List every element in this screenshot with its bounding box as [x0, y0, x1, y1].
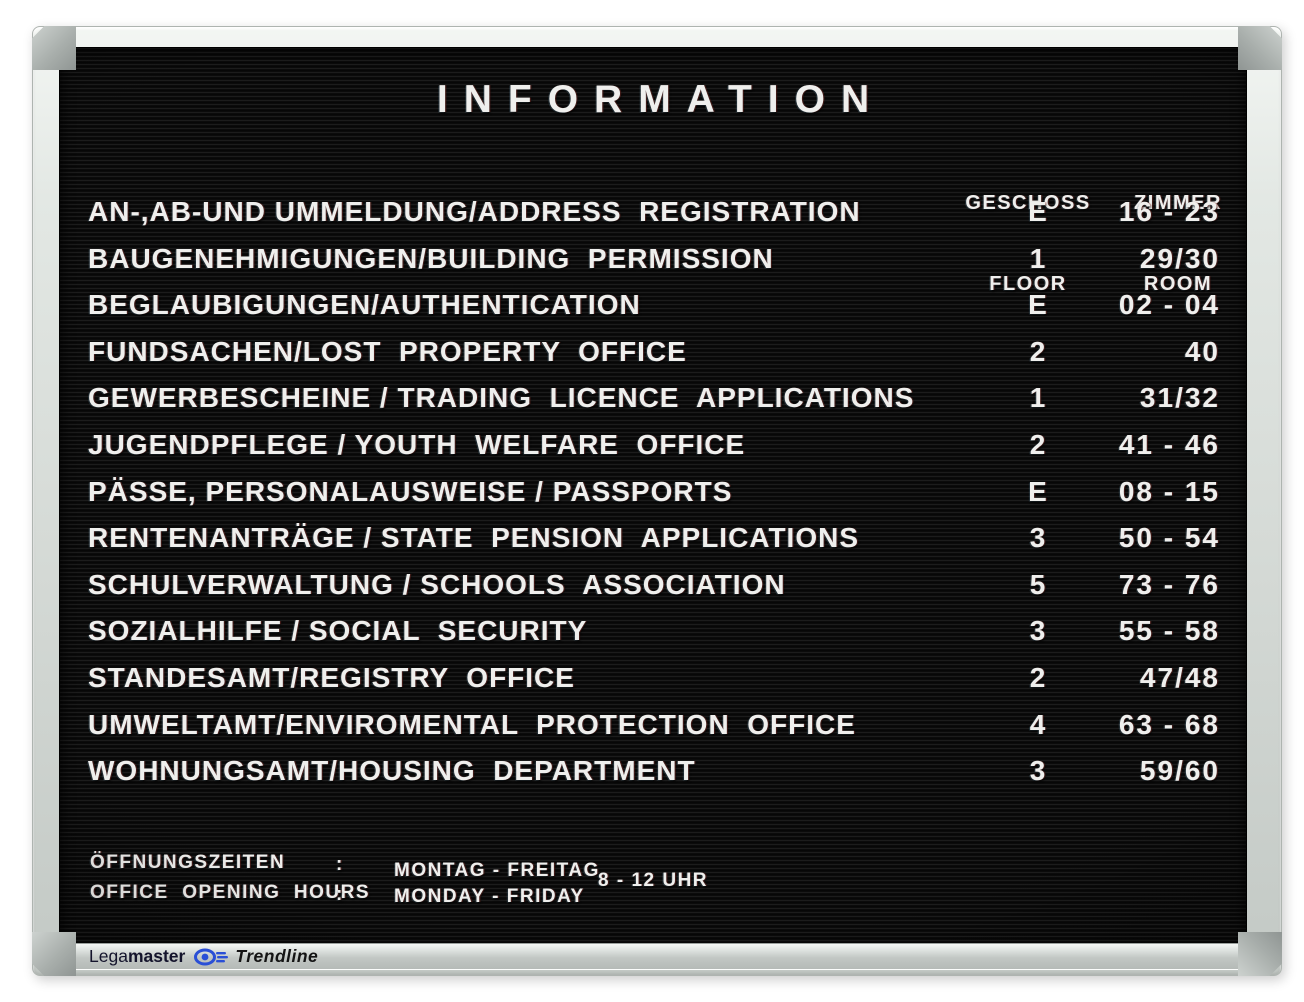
- column-header-room-en: ROOM: [1143, 273, 1213, 295]
- row-floor: 5: [1029, 568, 1047, 600]
- row-floor: 3: [1029, 522, 1047, 554]
- row-floor: 3: [1029, 755, 1047, 787]
- brand-master: master: [127, 945, 186, 966]
- opening-hours-days-en: MONDAY - FRIDAY: [394, 886, 585, 907]
- directory-row: FUNDSACHEN/LOST PROPERTY OFFICE 2 40: [88, 336, 1220, 383]
- opening-hours-time: 8 - 12 UHR: [598, 870, 709, 891]
- column-header-room-de: ZIMMER: [1134, 192, 1222, 214]
- column-header-room: ZIMMER ROOM: [1078, 136, 1278, 352]
- row-name: WOHNUNGSAMT/HOUSING DEPARTMENT: [88, 755, 696, 787]
- directory-row: STANDESAMT/REGISTRY OFFICE 2 47/48: [88, 662, 1220, 709]
- row-name: SCHULVERWALTUNG / SCHOOLS ASSOCIATION: [88, 568, 786, 600]
- directory-row: BAUGENEHMIGUNGEN/BUILDING PERMISSION 1 2…: [88, 243, 1220, 290]
- row-name: JUGENDPFLEGE / YOUTH WELFARE OFFICE: [88, 428, 746, 460]
- row-floor: 4: [1029, 708, 1047, 740]
- directory-row: BEGLAUBIGUNGEN/AUTHENTICATION E 02 - 04: [88, 289, 1220, 336]
- column-header-floor-en: FLOOR: [989, 273, 1067, 295]
- directory-row: SCHULVERWALTUNG / SCHOOLS ASSOCIATION 5 …: [88, 569, 1220, 616]
- row-room: 31/32: [1139, 382, 1220, 414]
- opening-hours-days-de: MONTAG - FREITAG: [394, 860, 600, 881]
- directory-row: RENTENANTRÄGE / STATE PENSION APPLICATIO…: [88, 522, 1220, 569]
- row-floor: E: [1028, 196, 1048, 227]
- brand-rail: Lega master Trendline: [57, 943, 1257, 970]
- row-room: 08 - 15: [1118, 475, 1220, 507]
- directory-row: UMWELTAMT/ENVIROMENTAL PROTECTION OFFICE…: [88, 709, 1220, 756]
- row-room: 47/48: [1139, 661, 1220, 693]
- row-room: 63 - 68: [1118, 708, 1220, 740]
- frame-corner-top-right: [1238, 26, 1282, 70]
- directory-row: AN-,AB-UND UMMELDUNG/ADDRESS REGISTRATIO…: [88, 196, 1220, 243]
- legamaster-logo: Lega master Trendline: [57, 945, 319, 966]
- row-name: BAUGENEHMIGUNGEN/BUILDING PERMISSION: [88, 242, 774, 274]
- row-name: UMWELTAMT/ENVIROMENTAL PROTECTION OFFICE: [88, 708, 856, 740]
- row-room: 16 - 23: [1118, 196, 1220, 227]
- row-name: GEWERBESCHEINE / TRADING LICENCE APPLICA…: [88, 382, 915, 414]
- directory-row: PÄSSE, PERSONALAUSWEISE / PASSPORTS E 08…: [88, 476, 1220, 523]
- frame-corner-bottom-right: [1238, 932, 1282, 976]
- row-room: 02 - 04: [1118, 289, 1220, 321]
- opening-hours-colon: :: [336, 854, 344, 875]
- row-floor: 2: [1029, 428, 1047, 460]
- opening-hours-colon: :: [336, 884, 344, 905]
- aluminium-frame: INFORMATION GESCHOSS FLOOR ZIMMER ROOM A…: [32, 26, 1282, 976]
- legamaster-eye-icon: [194, 948, 229, 966]
- letter-board-surface: INFORMATION GESCHOSS FLOOR ZIMMER ROOM A…: [59, 47, 1247, 951]
- row-floor: E: [1028, 475, 1048, 507]
- row-floor: 3: [1029, 615, 1047, 647]
- directory-row: SOZIALHILFE / SOCIAL SECURITY 3 55 - 58: [88, 615, 1220, 662]
- row-name: STANDESAMT/REGISTRY OFFICE: [88, 661, 575, 693]
- row-room: 73 - 76: [1118, 568, 1220, 600]
- directory-rows: AN-,AB-UND UMMELDUNG/ADDRESS REGISTRATIO…: [88, 196, 1220, 802]
- frame-corner-top-left: [32, 26, 76, 70]
- board-title: INFORMATION: [436, 78, 886, 121]
- row-room: 55 - 58: [1118, 615, 1220, 647]
- brand-lega: Lega: [89, 945, 128, 966]
- row-name: FUNDSACHEN/LOST PROPERTY OFFICE: [88, 335, 687, 367]
- row-floor: E: [1028, 289, 1048, 321]
- opening-hours-label-en: OFFICE OPENING HOURS: [90, 882, 371, 903]
- frame-corner-bottom-left: [32, 932, 76, 976]
- brand-trendline: Trendline: [235, 945, 319, 966]
- row-room: 59/60: [1139, 755, 1220, 787]
- row-floor: 2: [1029, 335, 1047, 367]
- row-floor: 2: [1029, 661, 1047, 693]
- row-room: 29/30: [1139, 242, 1220, 274]
- column-header-floor: GESCHOSS FLOOR: [928, 136, 1128, 352]
- column-header-floor-de: GESCHOSS: [965, 192, 1091, 214]
- row-name: RENTENANTRÄGE / STATE PENSION APPLICATIO…: [88, 522, 860, 554]
- row-room: 40: [1184, 335, 1220, 367]
- directory-row: GEWERBESCHEINE / TRADING LICENCE APPLICA…: [88, 382, 1220, 429]
- row-name: AN-,AB-UND UMMELDUNG/ADDRESS REGISTRATIO…: [88, 196, 861, 227]
- row-room: 41 - 46: [1118, 428, 1220, 460]
- row-floor: 1: [1029, 382, 1047, 414]
- row-room: 50 - 54: [1118, 522, 1220, 554]
- directory-row: WOHNUNGSAMT/HOUSING DEPARTMENT 3 59/60: [88, 755, 1220, 802]
- row-name: PÄSSE, PERSONALAUSWEISE / PASSPORTS: [88, 475, 733, 507]
- opening-hours-label-de: ÖFFNUNGSZEITEN: [90, 852, 286, 873]
- row-floor: 1: [1029, 242, 1047, 274]
- row-name: BEGLAUBIGUNGEN/AUTHENTICATION: [88, 289, 641, 321]
- directory-row: JUGENDPFLEGE / YOUTH WELFARE OFFICE 2 41…: [88, 429, 1220, 476]
- row-name: SOZIALHILFE / SOCIAL SECURITY: [88, 615, 588, 647]
